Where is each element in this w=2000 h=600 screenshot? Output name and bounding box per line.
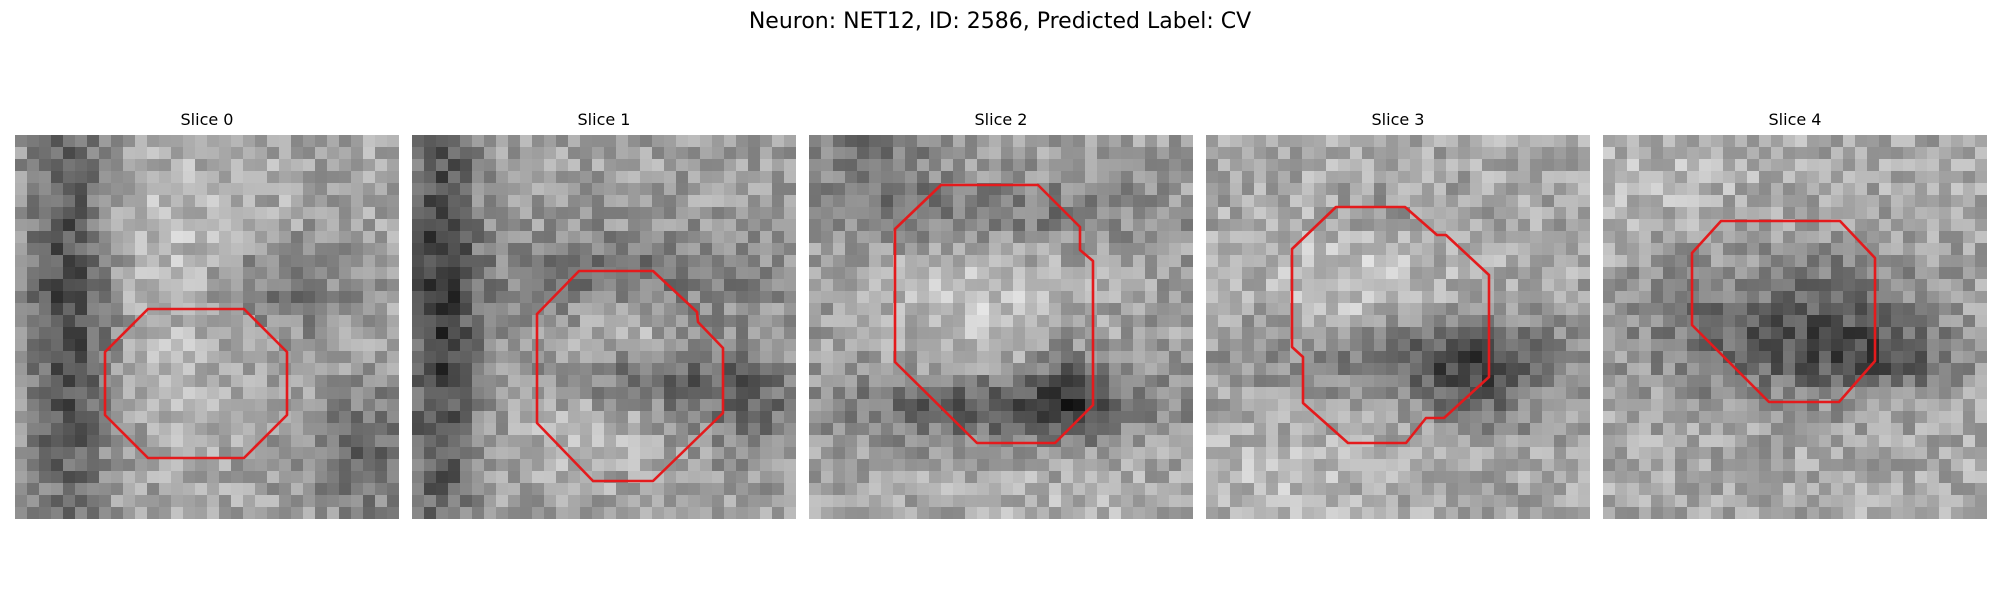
slice-title-2: Slice 2 bbox=[974, 110, 1028, 129]
figure-title: Neuron: NET12, ID: 2586, Predicted Label… bbox=[748, 9, 1252, 34]
slice-title-3: Slice 3 bbox=[1371, 110, 1425, 129]
slice-image-1 bbox=[412, 135, 796, 519]
slice-panel-0: Slice 0 bbox=[15, 110, 399, 522]
contour-outline-2 bbox=[893, 183, 1095, 445]
slice-image-0 bbox=[15, 135, 399, 519]
slice-panel-3: Slice 3 bbox=[1206, 110, 1590, 522]
contour-outline-1 bbox=[535, 269, 725, 483]
slice-panel-1: Slice 1 bbox=[412, 110, 796, 522]
slice-panel-4: Slice 4 bbox=[1603, 110, 1987, 522]
contour-outline-3 bbox=[1290, 205, 1491, 445]
slice-title-4: Slice 4 bbox=[1768, 110, 1822, 129]
slice-title-1: Slice 1 bbox=[577, 110, 631, 129]
contour-outline-4 bbox=[1690, 219, 1877, 404]
slice-image-2 bbox=[809, 135, 1193, 519]
slice-title-0: Slice 0 bbox=[180, 110, 234, 129]
slice-image-3 bbox=[1206, 135, 1590, 519]
contour-outline-0 bbox=[103, 307, 289, 460]
slice-image-4 bbox=[1603, 135, 1987, 519]
slice-panel-2: Slice 2 bbox=[809, 110, 1193, 522]
